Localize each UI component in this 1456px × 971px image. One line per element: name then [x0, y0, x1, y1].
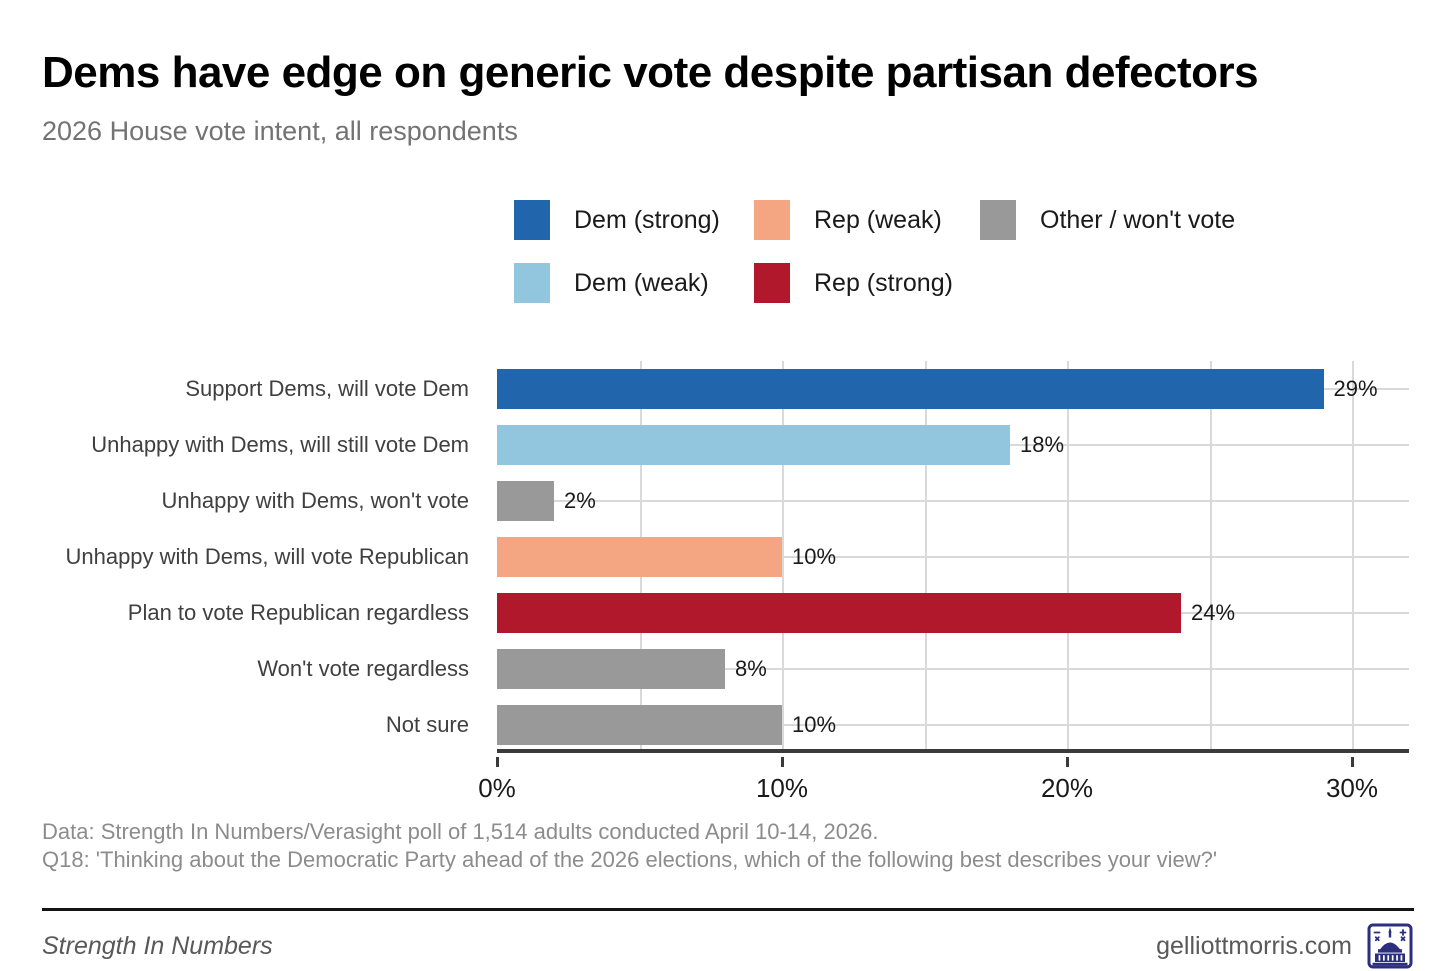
bar	[497, 649, 725, 689]
page-title: Dems have edge on generic vote despite p…	[42, 48, 1259, 97]
axis-tick-label: 30%	[1325, 773, 1379, 803]
footer-divider	[42, 908, 1414, 911]
legend-label: Dem (weak)	[574, 268, 709, 297]
chart-row: 24%	[497, 585, 1409, 641]
plot-area: 29% 18% 2% 10% 24% 8% 10% 0% 10% 20% 30%	[478, 361, 1409, 803]
chart-row: 8%	[497, 641, 1409, 697]
value-label: 2%	[564, 488, 596, 513]
legend-item: Rep (strong)	[754, 263, 980, 303]
value-label: 10%	[792, 712, 837, 737]
axis-tick	[495, 757, 499, 767]
axis-tick-label: 10%	[755, 773, 809, 803]
horizontal-gridline	[497, 724, 1409, 726]
capitol-logo-icon	[1367, 923, 1413, 969]
category-label: Unhappy with Dems, won't vote	[161, 488, 469, 513]
legend-swatch	[514, 263, 550, 303]
value-label: 29%	[1333, 376, 1378, 401]
bar	[497, 481, 554, 521]
legend-swatch	[754, 263, 790, 303]
legend-label: Rep (weak)	[814, 205, 942, 234]
value-label: 24%	[1191, 600, 1236, 625]
caption: Data: Strength In Numbers/Verasight poll…	[42, 818, 1217, 874]
category-label: Unhappy with Dems, will vote Republican	[65, 544, 469, 569]
legend-label: Dem (strong)	[574, 205, 720, 234]
vertical-gridline	[782, 361, 784, 749]
bar	[497, 537, 782, 577]
legend: Dem (strong) Dem (weak) Rep (weak) Rep (str…	[514, 200, 1235, 303]
axis-tick	[1065, 757, 1069, 767]
bar	[497, 705, 782, 745]
horizontal-gridline	[497, 556, 1409, 558]
value-label: 10%	[792, 544, 837, 569]
category-label: Unhappy with Dems, will still vote Dem	[91, 432, 469, 457]
vertical-gridline	[1352, 361, 1354, 749]
bar	[497, 425, 1010, 465]
legend-swatch	[514, 200, 550, 240]
brand-name: Strength In Numbers	[42, 931, 273, 960]
horizontal-gridline	[497, 668, 1409, 670]
axis-tick-label: 20%	[1040, 773, 1094, 803]
site-block: gelliottmorris.com	[1156, 922, 1414, 970]
axis-tick	[780, 757, 784, 767]
legend-item: Dem (weak)	[514, 263, 754, 303]
value-label: 8%	[735, 656, 767, 681]
bar-chart: Support Dems, will vote Dem Unhappy with …	[42, 361, 1414, 803]
vertical-gridline	[1067, 361, 1069, 749]
chart-subtitle: 2026 House vote intent, all respondents	[42, 116, 518, 146]
legend-swatch	[754, 200, 790, 240]
legend-item: Other / won't vote	[980, 200, 1235, 240]
category-label: Not sure	[385, 712, 469, 737]
legend-item: Dem (strong)	[514, 200, 754, 240]
horizontal-gridline	[497, 500, 1409, 502]
chart-row: 10%	[497, 529, 1409, 585]
category-labels: Support Dems, will vote Dem Unhappy with …	[42, 361, 483, 753]
caption-line-2: Q18: 'Thinking about the Democratic Part…	[42, 847, 1218, 872]
value-label: 18%	[1020, 432, 1065, 457]
vertical-gridline	[924, 361, 927, 749]
footer: Strength In Numbers gelliottmorris.com	[42, 922, 1414, 970]
legend-swatch	[980, 200, 1016, 240]
legend-item: Rep (weak)	[754, 200, 980, 240]
chart-row: 2%	[497, 473, 1409, 529]
axis-tick	[1350, 757, 1354, 767]
category-label: Support Dems, will vote Dem	[185, 376, 469, 401]
site-url: gelliottmorris.com	[1156, 931, 1352, 960]
category-label: Won't vote regardless	[257, 656, 469, 681]
caption-line-1: Data: Strength In Numbers/Verasight poll…	[42, 819, 879, 844]
chart-row: 18%	[497, 417, 1409, 473]
legend-label: Rep (strong)	[814, 268, 953, 297]
category-label: Plan to vote Republican regardless	[127, 600, 469, 625]
chart-row: 10%	[497, 697, 1409, 753]
chart-row: 29%	[497, 361, 1409, 417]
vertical-gridline	[1209, 361, 1212, 749]
legend-label: Other / won't vote	[1040, 205, 1236, 234]
bar	[497, 369, 1324, 409]
bar	[497, 593, 1181, 633]
axis-tick-label: 0%	[478, 773, 516, 803]
